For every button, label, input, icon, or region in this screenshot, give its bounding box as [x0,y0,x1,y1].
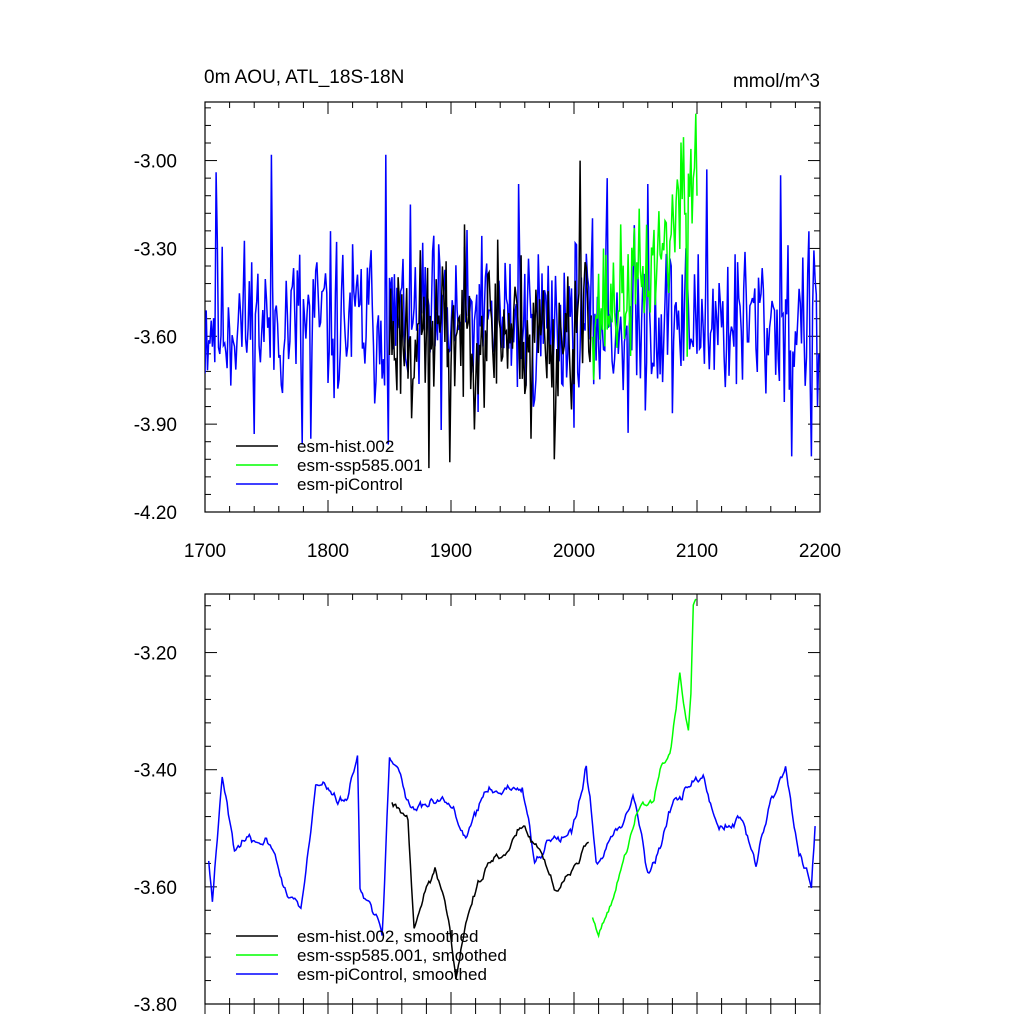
x-tick-label: 2100 [676,541,718,562]
legend-label: esm-piControl [297,475,403,494]
x-tick-label: 1700 [184,541,226,562]
y-tick-label: -3.00 [134,152,177,173]
bottom-series-lines [207,598,816,980]
y-tick-label: -3.60 [134,327,177,348]
series-line-esm-hist-002 [388,160,592,469]
series-line-esm-ssp585-001-smoothed [591,598,697,939]
units-label: mmol/m^3 [733,71,820,92]
legend-label: esm-hist.002, smoothed [297,927,478,946]
top-axis-ticks [204,102,821,513]
series-line-esm-picontrol [205,154,820,457]
y-tick-label: -3.30 [134,239,177,260]
y-tick-label: -3.20 [134,644,177,665]
legend-label: esm-ssp585.001 [297,456,423,475]
series-line-esm-picontrol-smoothed [207,755,816,936]
legend-label: esm-hist.002 [297,437,394,456]
legend-label: esm-piControl, smoothed [297,965,487,984]
x-tick-label: 1900 [430,541,472,562]
top-x-tick-labels: 1700 1800 1900 2000 2100 2200 [184,541,841,562]
y-tick-label: -3.60 [134,878,177,899]
bottom-panel: -3.80 -3.60 -3.40 -3.20 esm-hist.002, smoot… [134,593,821,1016]
top-panel: -4.20 -3.90 -3.60 -3.30 -3.00 1700 1800 1900 20… [134,101,841,562]
top-y-tick-labels: -4.20 -3.90 -3.60 -3.30 -3.00 [134,152,177,524]
x-tick-label: 2200 [799,541,841,562]
chart-title: 0m AOU, ATL_18S-18N [204,67,404,88]
y-tick-label: -3.90 [134,415,177,436]
top-series-lines [205,113,820,469]
x-tick-label: 1800 [307,541,349,562]
y-tick-label: -3.80 [134,995,177,1016]
bottom-plot-frame [204,593,821,1005]
legend-label: esm-ssp585.001, smoothed [297,946,507,965]
x-tick-label: 2000 [553,541,595,562]
bottom-y-tick-labels: -3.80 -3.60 -3.40 -3.20 [134,644,177,1016]
y-tick-label: -4.20 [134,503,177,524]
bottom-axis-ticks [204,594,821,1014]
y-tick-label: -3.40 [134,761,177,782]
series-line-esm-ssp585-001 [591,113,698,380]
top-plot-frame [204,101,821,513]
series-line-esm-hist-002-smoothed [391,802,589,980]
